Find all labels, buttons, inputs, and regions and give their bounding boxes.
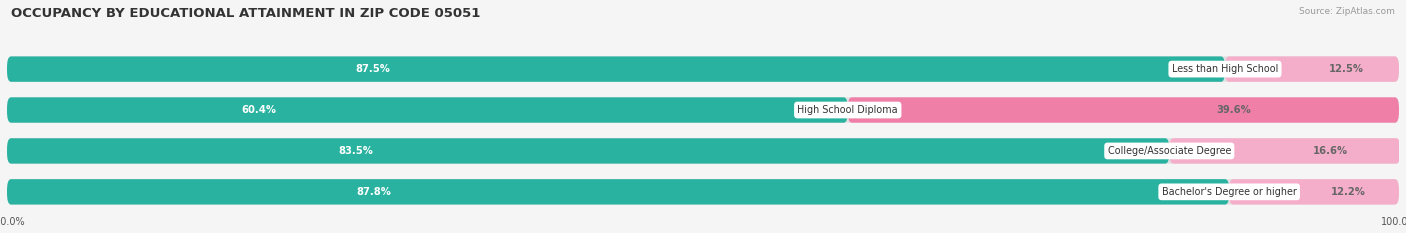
FancyBboxPatch shape	[7, 56, 1399, 82]
FancyBboxPatch shape	[7, 179, 1229, 205]
Text: 12.2%: 12.2%	[1330, 187, 1365, 197]
Text: 60.4%: 60.4%	[242, 105, 277, 115]
Text: College/Associate Degree: College/Associate Degree	[1108, 146, 1232, 156]
Text: 16.6%: 16.6%	[1313, 146, 1348, 156]
Text: OCCUPANCY BY EDUCATIONAL ATTAINMENT IN ZIP CODE 05051: OCCUPANCY BY EDUCATIONAL ATTAINMENT IN Z…	[11, 7, 481, 20]
Text: High School Diploma: High School Diploma	[797, 105, 898, 115]
FancyBboxPatch shape	[7, 179, 1399, 205]
Text: Less than High School: Less than High School	[1171, 64, 1278, 74]
FancyBboxPatch shape	[1229, 179, 1399, 205]
FancyBboxPatch shape	[7, 97, 1399, 123]
Text: 87.5%: 87.5%	[354, 64, 389, 74]
FancyBboxPatch shape	[848, 97, 1399, 123]
FancyBboxPatch shape	[7, 138, 1399, 164]
Text: Source: ZipAtlas.com: Source: ZipAtlas.com	[1299, 7, 1395, 16]
FancyBboxPatch shape	[1225, 56, 1399, 82]
FancyBboxPatch shape	[7, 97, 848, 123]
FancyBboxPatch shape	[1170, 138, 1400, 164]
Text: 39.6%: 39.6%	[1216, 105, 1251, 115]
Text: 87.8%: 87.8%	[356, 187, 391, 197]
FancyBboxPatch shape	[7, 138, 1170, 164]
Text: Bachelor's Degree or higher: Bachelor's Degree or higher	[1161, 187, 1296, 197]
FancyBboxPatch shape	[7, 56, 1225, 82]
Text: 83.5%: 83.5%	[339, 146, 373, 156]
Text: 12.5%: 12.5%	[1329, 64, 1364, 74]
